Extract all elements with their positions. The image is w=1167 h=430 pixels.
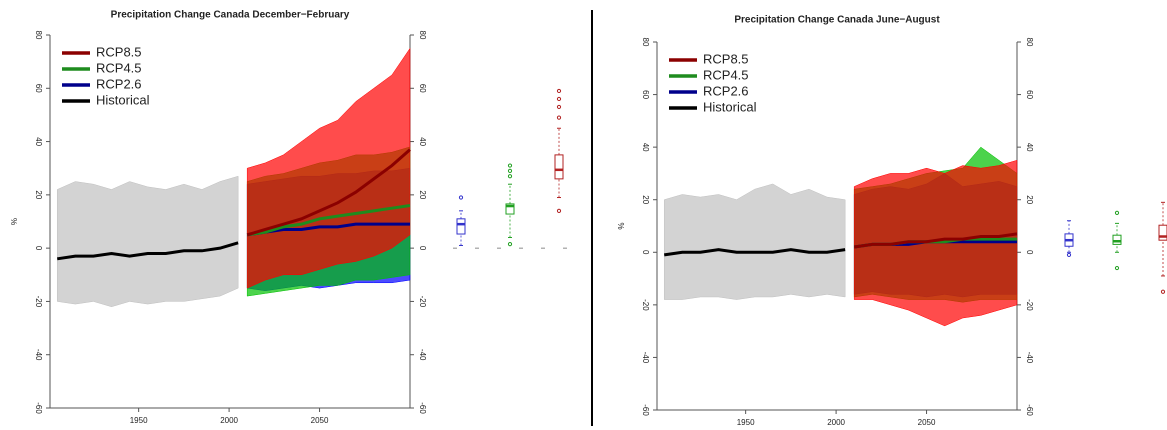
legend-label: RCP8.5 <box>703 51 749 66</box>
legend-label: Historical <box>703 99 757 114</box>
y-tick-label: -40 <box>641 352 650 364</box>
legend-label: Historical <box>96 92 150 107</box>
y-tick-label: -60 <box>34 402 43 414</box>
mean-line <box>246 204 411 237</box>
y-tick-label: 80 <box>34 31 43 40</box>
legend-label: RCP2.6 <box>96 76 142 91</box>
y-tick-label: 0 <box>641 250 650 255</box>
y2-tick-label: 40 <box>418 137 427 146</box>
box-outlier <box>507 163 513 168</box>
box <box>505 203 515 215</box>
y-tick-label: 20 <box>641 195 650 204</box>
x-tick-label: 2000 <box>220 416 238 425</box>
box <box>554 154 564 180</box>
y2-tick-label: -20 <box>418 296 427 308</box>
box-outlier <box>556 88 562 94</box>
box-outlier <box>556 208 562 213</box>
y2-tick-label: 20 <box>418 190 427 199</box>
y-tick-label: -20 <box>34 296 43 308</box>
y-tick-label: -60 <box>641 404 650 416</box>
y2-tick-label: 80 <box>1025 38 1034 47</box>
box-outlier <box>1114 265 1120 271</box>
y-tick-label: 0 <box>34 246 43 251</box>
y-tick-label: 40 <box>34 137 43 146</box>
mean-line <box>853 232 1018 249</box>
y-tick-label: 60 <box>641 90 650 99</box>
box-outlier <box>507 168 513 173</box>
x-tick-label: 2050 <box>918 418 936 427</box>
y2-tick-label: 20 <box>1025 195 1034 204</box>
box <box>1158 224 1167 241</box>
mean-line <box>246 148 411 237</box>
box-outlier <box>458 195 464 200</box>
legend-label: RCP4.5 <box>703 67 749 82</box>
y-tick-label: 40 <box>641 143 650 152</box>
y2-tick-label: 60 <box>1025 90 1034 99</box>
box-outlier <box>1160 289 1166 294</box>
y-axis-label: % <box>10 218 19 225</box>
y-tick-label: 20 <box>34 190 43 199</box>
y2-tick-label: 0 <box>418 246 427 251</box>
box-outlier <box>507 242 513 247</box>
y2-tick-label: -60 <box>1025 404 1034 416</box>
x-tick-label: 1950 <box>737 418 755 427</box>
box <box>456 218 466 235</box>
legend-label: RCP4.5 <box>96 60 142 75</box>
box-outlier <box>556 104 562 110</box>
box-outlier <box>1114 210 1120 215</box>
mean-line <box>664 248 846 257</box>
y2-tick-label: -40 <box>418 349 427 361</box>
y2-tick-label: -20 <box>1025 299 1034 311</box>
box-outlier <box>556 96 562 102</box>
y-tick-label: -20 <box>641 299 650 311</box>
mean-line <box>57 241 239 261</box>
chart-title: Precipitation Change Canada June−August <box>734 15 940 26</box>
y-tick-label: -40 <box>34 349 43 361</box>
y-tick-label: 60 <box>34 84 43 93</box>
chart-title: Precipitation Change Canada December−Feb… <box>111 10 350 21</box>
legend-label: RCP2.6 <box>703 83 749 98</box>
box-outlier <box>556 115 562 120</box>
y2-tick-label: -60 <box>418 402 427 414</box>
y2-tick-label: 40 <box>1025 143 1034 152</box>
x-tick-label: 2000 <box>827 418 845 427</box>
box-outlier <box>507 174 513 179</box>
x-tick-label: 2050 <box>311 416 329 425</box>
ensemble-range <box>663 183 846 300</box>
ensemble-range <box>56 175 239 308</box>
y2-tick-label: -40 <box>1025 352 1034 364</box>
y-tick-label: 80 <box>641 38 650 47</box>
y2-tick-label: 80 <box>418 31 427 40</box>
y-axis-label: % <box>617 222 626 229</box>
box <box>1112 234 1122 245</box>
x-tick-label: 1950 <box>130 416 148 425</box>
y2-tick-label: 60 <box>418 84 427 93</box>
y2-tick-label: 0 <box>1025 250 1034 255</box>
box-outlier <box>1066 252 1072 258</box>
legend-label: RCP8.5 <box>96 44 142 59</box>
